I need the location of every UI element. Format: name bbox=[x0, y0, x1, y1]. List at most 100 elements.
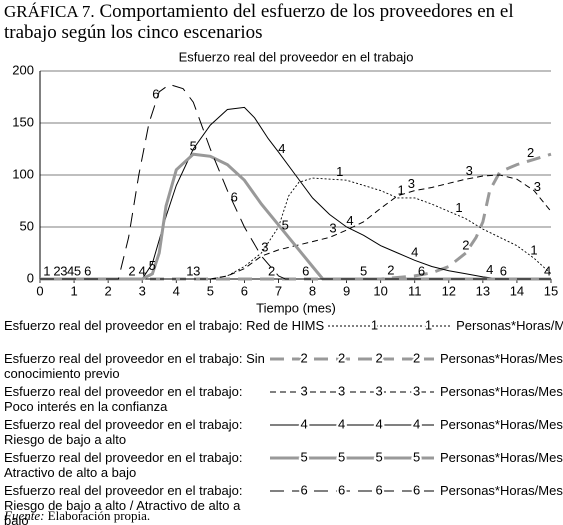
legend-label: Esfuerzo real del proveedor en el trabaj… bbox=[4, 384, 243, 414]
source-text: Elaboración propia. bbox=[47, 508, 151, 523]
x-tick-label: 0 bbox=[36, 283, 43, 298]
x-tick-label: 3 bbox=[139, 283, 146, 298]
series-marker-label: 3 bbox=[408, 176, 415, 191]
series-marker-label: 4 bbox=[67, 263, 74, 278]
series-marker-label: 4 bbox=[346, 213, 353, 228]
x-tick-label: 1 bbox=[70, 283, 77, 298]
legend-unit: Personas*Horas/Mes bbox=[440, 417, 563, 432]
y-tick-label: 0 bbox=[27, 270, 34, 285]
chart-subtitle: Esfuerzo real del proveedor en el trabaj… bbox=[179, 49, 414, 64]
legend-marker-label: 6 bbox=[338, 483, 345, 497]
y-tick-label: 50 bbox=[20, 218, 34, 233]
series-marker-label: 2 bbox=[462, 237, 469, 252]
series-line bbox=[40, 152, 552, 281]
legend-marker-label: 2 bbox=[413, 351, 420, 365]
legend-marker-label: 5 bbox=[301, 450, 308, 464]
series-line bbox=[40, 174, 552, 280]
legend-entry: Esfuerzo real del proveedor en el trabaj… bbox=[4, 417, 563, 450]
legend-marker-label: 5 bbox=[376, 450, 383, 464]
chart-title: Comportamiento del esfuerzo de los prove… bbox=[4, 1, 514, 43]
legend-entry: Esfuerzo real del proveedor en el trabaj… bbox=[4, 450, 563, 483]
series-marker-label: 5 bbox=[74, 263, 81, 278]
series-marker-label: 6 bbox=[500, 263, 507, 278]
series-marker-label: 5 bbox=[282, 218, 289, 233]
series-marker-label: 6 bbox=[84, 263, 91, 278]
x-tick-label: 14 bbox=[510, 283, 524, 298]
series-marker-label: 4 bbox=[544, 263, 551, 278]
legend-marker-label: 3 bbox=[338, 384, 345, 398]
legend-marker-label: 2 bbox=[376, 351, 383, 365]
legend-unit: Personas*Horas/Mes bbox=[440, 483, 563, 498]
x-tick-label: 2 bbox=[105, 283, 112, 298]
figure-label: GRÁFICA 7. bbox=[4, 2, 95, 21]
series-marker-label: 1 bbox=[455, 200, 462, 215]
series-line bbox=[40, 106, 551, 280]
legend-marker-label: 4 bbox=[413, 417, 420, 431]
source-label: Fuente: bbox=[4, 508, 45, 523]
series-marker-label: 6 bbox=[302, 263, 309, 278]
legend-marker-label: 6 bbox=[376, 483, 383, 497]
legend-marker-label: 2 bbox=[338, 351, 345, 365]
x-tick-label: 8 bbox=[309, 283, 316, 298]
x-tick-label: 7 bbox=[275, 283, 282, 298]
x-tick-label: 13 bbox=[476, 283, 490, 298]
x-tick-label: 12 bbox=[442, 283, 456, 298]
legend-entry: Esfuerzo real del proveedor en el trabaj… bbox=[4, 483, 563, 525]
legend-label: Esfuerzo real del proveedor en el trabaj… bbox=[4, 450, 243, 480]
x-tick-label: 5 bbox=[207, 283, 214, 298]
series-marker-label: 1 bbox=[43, 263, 50, 278]
series-marker-label: 5 bbox=[190, 139, 197, 154]
series-marker-label: 6 bbox=[231, 190, 238, 205]
series-marker-label: 2 bbox=[527, 145, 534, 160]
legend-swatch: 5 5 5 5 bbox=[270, 450, 434, 465]
series-marker-label: 3 bbox=[466, 163, 473, 178]
legend-swatch: 4 4 4 4 bbox=[270, 417, 434, 432]
legend-label: Esfuerzo real del proveedor en el trabaj… bbox=[4, 483, 243, 525]
legend-swatch: 6 6 6 6 bbox=[270, 483, 434, 498]
legend-marker-label: 5 bbox=[413, 450, 420, 464]
legend-marker-label: 3 bbox=[376, 384, 383, 398]
series-marker-label: 2 bbox=[387, 263, 394, 278]
legend-unit: Personas*Horas/Mes bbox=[440, 450, 563, 465]
y-tick-label: 200 bbox=[12, 62, 34, 77]
x-axis-label: Tiempo (mes) bbox=[256, 300, 336, 315]
legend-marker-label: 5 bbox=[338, 450, 345, 464]
legend-label: Esfuerzo real del proveedor en el trabaj… bbox=[4, 318, 325, 333]
legend-marker-label: 4 bbox=[301, 417, 308, 431]
series-marker-label: 4 bbox=[139, 263, 146, 278]
legend-label: Esfuerzo real del proveedor en el trabaj… bbox=[4, 417, 243, 447]
series-line bbox=[40, 177, 552, 280]
series-line bbox=[40, 83, 551, 280]
y-tick-label: 100 bbox=[12, 166, 34, 181]
legend-label: Esfuerzo real del proveedor en el trabaj… bbox=[4, 351, 265, 381]
series-marker-label: 2 bbox=[128, 263, 135, 278]
x-tick-label: 11 bbox=[408, 283, 422, 298]
legend-entry: Esfuerzo real del proveedor en el trabaj… bbox=[4, 351, 563, 384]
series-marker-label: 3 bbox=[261, 239, 268, 254]
x-tick-label: 9 bbox=[343, 283, 350, 298]
legend-marker-label: 6 bbox=[301, 483, 308, 497]
series-marker-label: 4 bbox=[486, 262, 493, 277]
x-tick-label: 6 bbox=[241, 283, 248, 298]
source-note: Fuente: Elaboración propia. bbox=[4, 508, 150, 524]
legend-swatch: 3 3 3 3 bbox=[270, 384, 434, 399]
series-marker-label: 1 bbox=[530, 243, 537, 258]
series-marker-label: 6 bbox=[152, 87, 159, 102]
series-marker-label: 2 bbox=[268, 263, 275, 278]
series-marker-label: 2 bbox=[53, 263, 60, 278]
legend-marker-label: 1 bbox=[371, 318, 378, 332]
legend-marker-label: 3 bbox=[301, 384, 308, 398]
legend-swatch: 2 2 2 2 bbox=[270, 351, 434, 366]
legend-marker-label: 2 bbox=[301, 351, 308, 365]
series-marker-label: 4 bbox=[411, 245, 418, 260]
legend: Esfuerzo real del proveedor en el trabaj… bbox=[4, 318, 563, 525]
legend-unit: Personas*Horas/Mes bbox=[440, 351, 563, 366]
x-tick-label: 4 bbox=[173, 283, 180, 298]
legend-marker-label: 3 bbox=[413, 384, 420, 398]
series-marker-label: 6 bbox=[418, 263, 425, 278]
series-marker-label: 3 bbox=[534, 179, 541, 194]
legend-marker-label: 6 bbox=[413, 483, 420, 497]
series-marker-label: 5 bbox=[360, 263, 367, 278]
legend-marker-label: 4 bbox=[376, 417, 383, 431]
